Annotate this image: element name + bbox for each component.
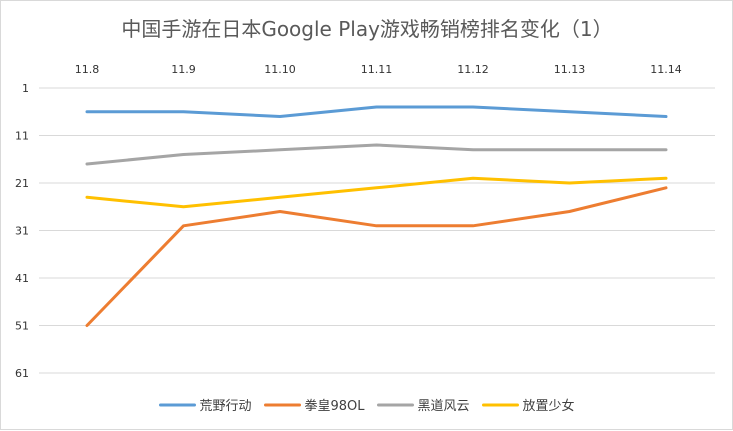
legend: 荒野行动 拳皇98OL 黑道风云 放置少女 <box>159 398 575 414</box>
x-tick-label: 11.11 <box>361 63 393 76</box>
x-axis-ticks: 11.8 11.9 11.10 11.11 11.12 11.13 11.14 <box>75 63 682 76</box>
y-tick-label: 11 <box>15 130 29 143</box>
series-line-3 <box>85 176 668 209</box>
chart-title: 中国手游在日本Google Play游戏畅销榜排名变化（1） <box>121 17 612 41</box>
x-tick-label: 11.8 <box>75 63 100 76</box>
series-lines <box>85 105 668 327</box>
legend-label: 拳皇98OL <box>305 398 366 414</box>
x-tick-label: 11.12 <box>457 63 489 76</box>
legend-item: 黑道风云 <box>377 399 470 414</box>
legend-item: 荒野行动 <box>159 399 252 414</box>
x-tick-label: 11.14 <box>650 63 682 76</box>
series-line-1 <box>85 186 668 327</box>
legend-item: 拳皇98OL <box>264 398 366 414</box>
x-tick-label: 11.10 <box>264 63 296 76</box>
y-tick-label: 51 <box>15 320 29 333</box>
series-line-2 <box>85 143 668 166</box>
y-tick-label: 21 <box>15 177 29 190</box>
legend-item: 放置少女 <box>482 398 575 414</box>
y-tick-label: 41 <box>15 272 29 285</box>
y-tick-label: 61 <box>15 367 29 380</box>
legend-label: 放置少女 <box>523 398 575 414</box>
legend-label: 荒野行动 <box>200 399 252 414</box>
x-tick-label: 11.9 <box>171 63 196 76</box>
y-tick-label: 31 <box>15 225 29 238</box>
y-tick-label: 1 <box>22 82 29 95</box>
series-line-0 <box>85 105 668 118</box>
x-tick-label: 11.13 <box>554 63 586 76</box>
legend-label: 黑道风云 <box>418 399 470 414</box>
grid-lines <box>39 87 715 374</box>
